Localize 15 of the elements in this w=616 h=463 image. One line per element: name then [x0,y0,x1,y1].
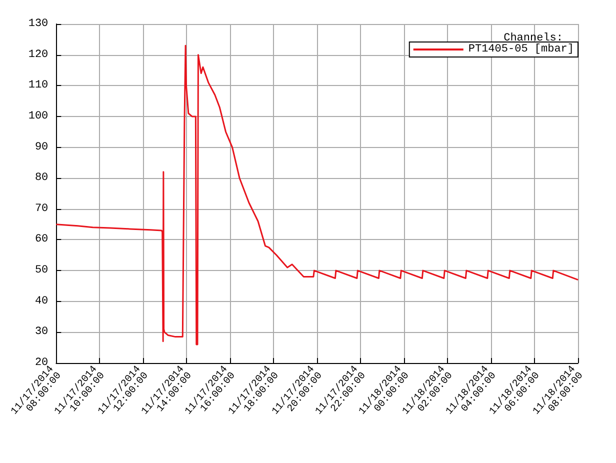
legend-title: Channels: [504,32,564,44]
y-tick-label: 90 [34,141,48,154]
y-tick-label: 70 [34,202,48,215]
y-tick-label: 80 [34,172,48,184]
y-tick-label: 60 [34,234,48,246]
y-tick-label: 40 [34,295,48,308]
y-tick-label: 130 [28,18,48,30]
y-tick-label: 20 [34,357,48,369]
y-tick-label: 120 [28,48,48,61]
y-tick-label: 110 [28,80,48,92]
y-tick-label: 50 [34,264,48,277]
legend-label: PT1405-05 [mbar] [468,44,574,56]
y-tick-label: 100 [28,110,48,122]
y-tick-label: 30 [34,326,48,338]
line-series [55,44,579,346]
